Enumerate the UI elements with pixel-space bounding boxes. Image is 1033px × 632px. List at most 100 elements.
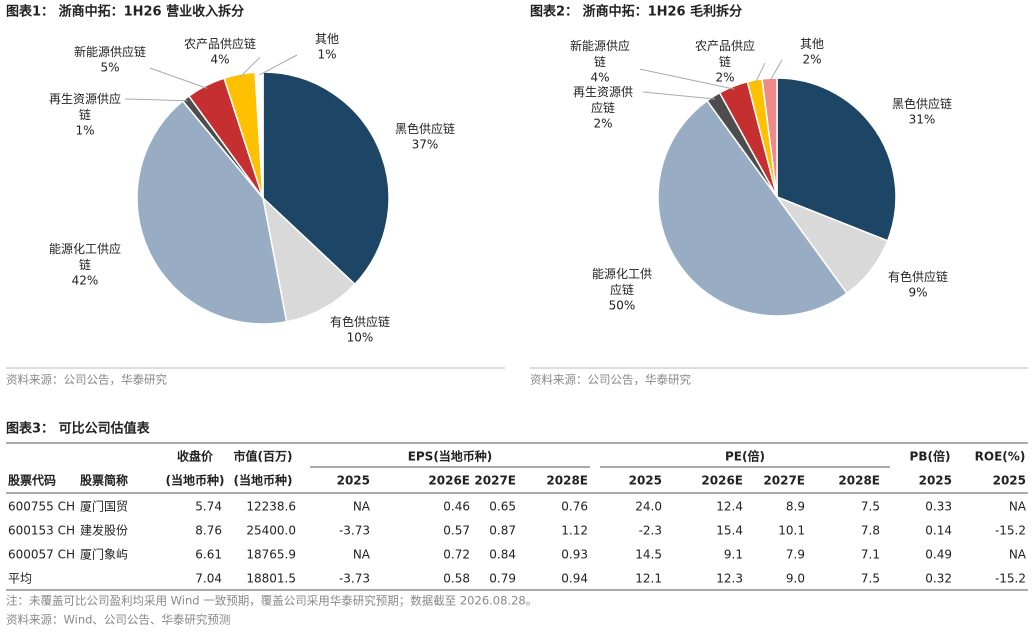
table-cell: 12238.6	[246, 500, 296, 514]
column-header: 2028E	[546, 474, 588, 488]
table-cell: NA	[1009, 500, 1027, 514]
table-cell: 0.79	[489, 572, 516, 586]
category-label: 农产品供应链	[695, 38, 755, 69]
table-cell: 6.61	[195, 548, 222, 562]
category-label: 新能源供应链	[74, 44, 146, 59]
table-cell: 7.8	[861, 524, 880, 538]
table-cell: 600057 CH	[8, 548, 75, 562]
category-label: 再生资源供应链	[573, 85, 633, 115]
table-cell: 0.94	[561, 572, 588, 586]
table-cell: 平均	[8, 572, 32, 586]
value-label: 4%	[590, 71, 609, 85]
table-cell: 0.33	[925, 500, 952, 514]
table-cell: -15.2	[995, 572, 1026, 586]
table-cell: 0.49	[925, 548, 952, 562]
table-cell: 18801.5	[246, 572, 296, 586]
pie-slice	[254, 71, 264, 199]
leader-line	[124, 98, 188, 102]
category-label: 能源化工供应链	[49, 241, 121, 272]
table-cell: -2.3	[639, 524, 662, 538]
column-header: 2027E	[474, 474, 516, 488]
table-cell: -3.73	[339, 524, 370, 538]
column-group-header: 市值(百万)	[234, 449, 293, 464]
table-cell: 8.9	[786, 500, 805, 514]
table-cell: 7.04	[195, 572, 222, 586]
table-cell: 9.0	[786, 572, 805, 586]
table-cell: 9.1	[724, 548, 743, 562]
column-header: 2028E	[838, 474, 880, 488]
value-label: 2%	[802, 53, 821, 67]
table-cell: 7.5	[861, 572, 880, 586]
value-label: 9%	[908, 286, 927, 300]
chart-title: 图表2： 浙商中拓：1H26 毛利拆分	[530, 4, 742, 20]
table-cell: 0.93	[561, 548, 588, 562]
pie-slice	[261, 195, 356, 323]
column-header: 2026E	[701, 474, 743, 488]
chart-source: 资料来源：公司公告，华泰研究	[6, 373, 167, 387]
table-note: 注：未覆盖可比公司盈利均采用 Wind 一致预期，覆盖公司采用华泰研究预期；数据…	[6, 594, 537, 608]
column-group-header: PB(倍)	[910, 449, 951, 464]
table-cell: 14.5	[635, 548, 662, 562]
table-cell: 18765.9	[246, 548, 296, 562]
table-cell: -3.73	[339, 572, 370, 586]
value-label: 1%	[75, 124, 94, 138]
category-label: 有色供应链	[888, 269, 948, 284]
table-cell: 0.57	[443, 524, 470, 538]
value-label: 37%	[412, 138, 439, 152]
category-label: 有色供应链	[330, 314, 390, 329]
table-cell: NA	[353, 500, 371, 514]
category-label: 能源化工供应链	[592, 267, 652, 297]
table-cell: 0.84	[489, 548, 516, 562]
table-source: 资料来源：Wind、公司公告、华泰研究预测	[6, 613, 230, 627]
table-cell: 12.1	[635, 572, 662, 586]
column-group-header: 收盘价	[177, 449, 214, 464]
table-cell: 0.32	[925, 572, 952, 586]
value-label: 2%	[593, 117, 612, 131]
table-cell: -15.2	[995, 524, 1026, 538]
column-group-header: PE(倍)	[725, 449, 765, 464]
category-label: 农产品供应链	[184, 36, 256, 51]
value-label: 2%	[715, 71, 734, 85]
table-cell: 0.87	[489, 524, 516, 538]
column-group-header: EPS(当地币种)	[408, 449, 493, 464]
table-cell: 厦门国贸	[80, 499, 128, 514]
table-cell: 15.4	[716, 524, 743, 538]
column-header: (当地币种)	[234, 473, 293, 488]
category-label: 再生资源供应链	[49, 91, 121, 122]
table-cell: 12.4	[716, 500, 743, 514]
table-cell: 25400.0	[246, 524, 296, 538]
value-label: 10%	[347, 331, 374, 345]
value-label: 31%	[909, 113, 936, 127]
leader-line	[149, 67, 208, 89]
value-label: 42%	[72, 274, 99, 288]
leader-line	[258, 54, 298, 76]
table-cell: 600755 CH	[8, 500, 75, 514]
category-label: 黑色供应链	[395, 121, 455, 136]
pie-slice	[776, 77, 897, 242]
table-cell: 厦门象屿	[80, 547, 128, 562]
table-cell: 12.3	[716, 572, 743, 586]
table-cell: NA	[353, 548, 371, 562]
value-label: 5%	[100, 61, 119, 75]
category-label: 黑色供应链	[892, 96, 952, 111]
value-label: 50%	[609, 299, 636, 313]
table-cell: 建发股份	[80, 523, 128, 538]
column-header: 2025	[993, 474, 1026, 488]
category-label: 新能源供应链	[570, 38, 630, 69]
pie-slice	[262, 71, 390, 286]
leader-line	[642, 91, 715, 100]
table-cell: 0.58	[443, 572, 470, 586]
column-header: 2026E	[428, 474, 470, 488]
column-header: (当地币种)	[166, 473, 225, 488]
table-cell: 600153 CH	[8, 524, 75, 538]
category-label: 其他	[800, 37, 824, 51]
table-cell: 10.1	[778, 524, 805, 538]
table-cell: 7.1	[861, 548, 880, 562]
table-cell: 5.74	[195, 500, 222, 514]
column-header: 2025	[919, 474, 952, 488]
value-label: 4%	[210, 53, 229, 67]
column-group-header: ROE(%)	[975, 450, 1026, 464]
value-label: 1%	[317, 48, 336, 62]
table-title: 图表3： 可比公司估值表	[6, 421, 151, 437]
